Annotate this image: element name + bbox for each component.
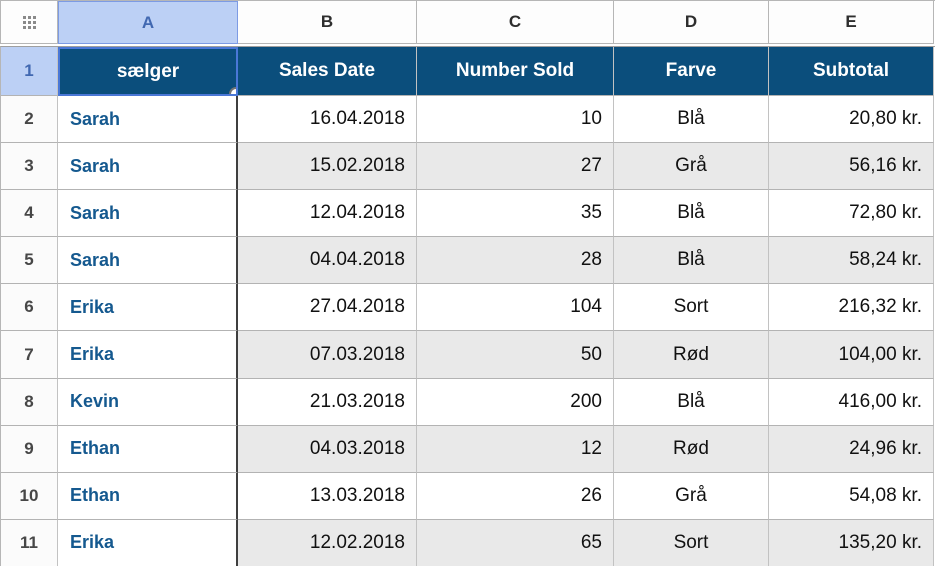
date-cell[interactable]: 27.04.2018 — [238, 284, 417, 332]
number-sold-cell[interactable]: 12 — [417, 425, 614, 473]
subtotal-cell[interactable]: 416,00 kr. — [769, 378, 934, 426]
subtotal-cell[interactable]: 56,16 kr. — [769, 143, 934, 191]
column-letters-bar: A B C D E — [0, 0, 935, 44]
subtotal-cell[interactable]: 58,24 kr. — [769, 237, 934, 285]
column-header-d[interactable]: D — [614, 1, 769, 44]
date-cell[interactable]: 16.04.2018 — [238, 96, 417, 144]
seller-cell[interactable]: Sarah — [58, 237, 238, 285]
subtotal-cell[interactable]: 54,08 kr. — [769, 472, 934, 520]
color-cell[interactable]: Rød — [614, 331, 769, 379]
selection-handle[interactable] — [229, 87, 236, 94]
date-cell[interactable]: 07.03.2018 — [238, 331, 417, 379]
column-header-b[interactable]: B — [238, 1, 417, 44]
seller-cell[interactable]: Ethan — [58, 425, 238, 473]
number-sold-cell[interactable]: 26 — [417, 472, 614, 520]
seller-cell[interactable]: Erika — [58, 331, 238, 379]
header-label-seller: sælger — [116, 60, 180, 82]
row-header[interactable]: 9 — [1, 425, 58, 473]
selected-cell-a1[interactable]: sælger — [58, 47, 238, 96]
number-sold-cell[interactable]: 65 — [417, 519, 614, 566]
header-cell-sales-date[interactable]: Sales Date — [238, 47, 417, 96]
row-header[interactable]: 6 — [1, 284, 58, 332]
color-cell[interactable]: Sort — [614, 284, 769, 332]
seller-cell[interactable]: Erika — [58, 519, 238, 566]
header-cell-number-sold[interactable]: Number Sold — [417, 47, 614, 96]
number-sold-cell[interactable]: 35 — [417, 190, 614, 238]
seller-cell[interactable]: Sarah — [58, 190, 238, 238]
date-cell[interactable]: 15.02.2018 — [238, 143, 417, 191]
header-cell-subtotal[interactable]: Subtotal — [769, 47, 934, 96]
number-sold-cell[interactable]: 28 — [417, 237, 614, 285]
number-sold-cell[interactable]: 10 — [417, 96, 614, 144]
color-cell[interactable]: Rød — [614, 425, 769, 473]
row-header[interactable]: 10 — [1, 472, 58, 520]
color-cell[interactable]: Sort — [614, 519, 769, 566]
subtotal-cell[interactable]: 216,32 kr. — [769, 284, 934, 332]
date-cell[interactable]: 04.03.2018 — [238, 425, 417, 473]
column-header-c[interactable]: C — [417, 1, 614, 44]
drag-handle-icon — [22, 15, 36, 29]
subtotal-cell[interactable]: 20,80 kr. — [769, 96, 934, 144]
column-header-e[interactable]: E — [769, 1, 934, 44]
row-header[interactable]: 2 — [1, 96, 58, 144]
subtotal-cell[interactable]: 72,80 kr. — [769, 190, 934, 238]
row-header[interactable]: 11 — [1, 519, 58, 566]
number-sold-cell[interactable]: 104 — [417, 284, 614, 332]
number-sold-cell[interactable]: 50 — [417, 331, 614, 379]
subtotal-cell[interactable]: 104,00 kr. — [769, 331, 934, 379]
color-cell[interactable]: Grå — [614, 472, 769, 520]
row-header[interactable]: 8 — [1, 378, 58, 426]
subtotal-cell[interactable]: 24,96 kr. — [769, 425, 934, 473]
row-header[interactable]: 5 — [1, 237, 58, 285]
row-header[interactable]: 7 — [1, 331, 58, 379]
table-grid: 1 sælger Sales Date Number Sold Farve Su… — [0, 46, 935, 566]
number-sold-cell[interactable]: 200 — [417, 378, 614, 426]
color-cell[interactable]: Blå — [614, 96, 769, 144]
color-cell[interactable]: Blå — [614, 237, 769, 285]
number-sold-cell[interactable]: 27 — [417, 143, 614, 191]
date-cell[interactable]: 04.04.2018 — [238, 237, 417, 285]
date-cell[interactable]: 12.02.2018 — [238, 519, 417, 566]
header-cell-farve[interactable]: Farve — [614, 47, 769, 96]
seller-cell[interactable]: Sarah — [58, 143, 238, 191]
seller-cell[interactable]: Erika — [58, 284, 238, 332]
date-cell[interactable]: 21.03.2018 — [238, 378, 417, 426]
row-header-1[interactable]: 1 — [1, 47, 58, 96]
seller-cell[interactable]: Ethan — [58, 472, 238, 520]
table-corner-handle[interactable] — [1, 1, 58, 44]
column-header-a[interactable]: A — [58, 1, 238, 44]
date-cell[interactable]: 13.03.2018 — [238, 472, 417, 520]
seller-cell[interactable]: Sarah — [58, 96, 238, 144]
date-cell[interactable]: 12.04.2018 — [238, 190, 417, 238]
color-cell[interactable]: Blå — [614, 190, 769, 238]
row-header[interactable]: 3 — [1, 143, 58, 191]
subtotal-cell[interactable]: 135,20 kr. — [769, 519, 934, 566]
color-cell[interactable]: Blå — [614, 378, 769, 426]
color-cell[interactable]: Grå — [614, 143, 769, 191]
seller-cell[interactable]: Kevin — [58, 378, 238, 426]
row-header[interactable]: 4 — [1, 190, 58, 238]
